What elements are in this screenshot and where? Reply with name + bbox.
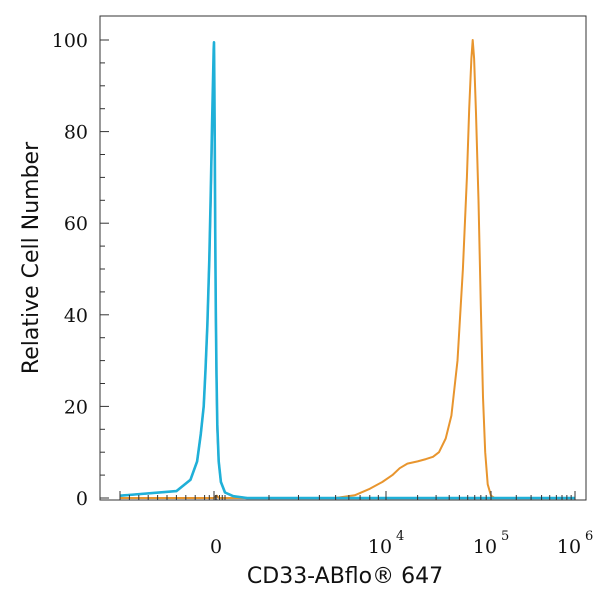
x-tick-label: 0	[210, 536, 222, 558]
series-line-1	[119, 48, 248, 499]
x-axis-title-main: CD33-ABflo® 647	[247, 564, 443, 589]
series-layer	[119, 39, 575, 500]
y-axis-title: Relative Cell Number	[19, 141, 44, 374]
series-line-3	[119, 41, 575, 500]
y-tick-label: 60	[64, 213, 88, 235]
x-axis: 0 10 4 10 5 10 6	[119, 491, 593, 558]
y-tick-label: 80	[64, 122, 88, 144]
y-tick-label: 100	[52, 30, 88, 52]
x-axis-title: CD33-ABflo® 647	[247, 564, 443, 589]
x-tick-exponent: 6	[585, 529, 593, 544]
x-tick-exponent: 5	[501, 529, 509, 544]
y-tick-label: 40	[64, 305, 88, 327]
plot-frame	[99, 15, 587, 501]
x-tick-label: 10	[473, 536, 497, 558]
y-tick-label: 0	[76, 488, 88, 510]
x-tick-label: 10	[557, 536, 581, 558]
y-axis: 0 20 40 60 80 100	[52, 30, 109, 510]
series-line-2	[120, 39, 496, 499]
x-tick-label: 10	[368, 536, 392, 558]
y-tick-label: 20	[64, 396, 88, 418]
x-tick-exponent: 4	[396, 529, 404, 544]
